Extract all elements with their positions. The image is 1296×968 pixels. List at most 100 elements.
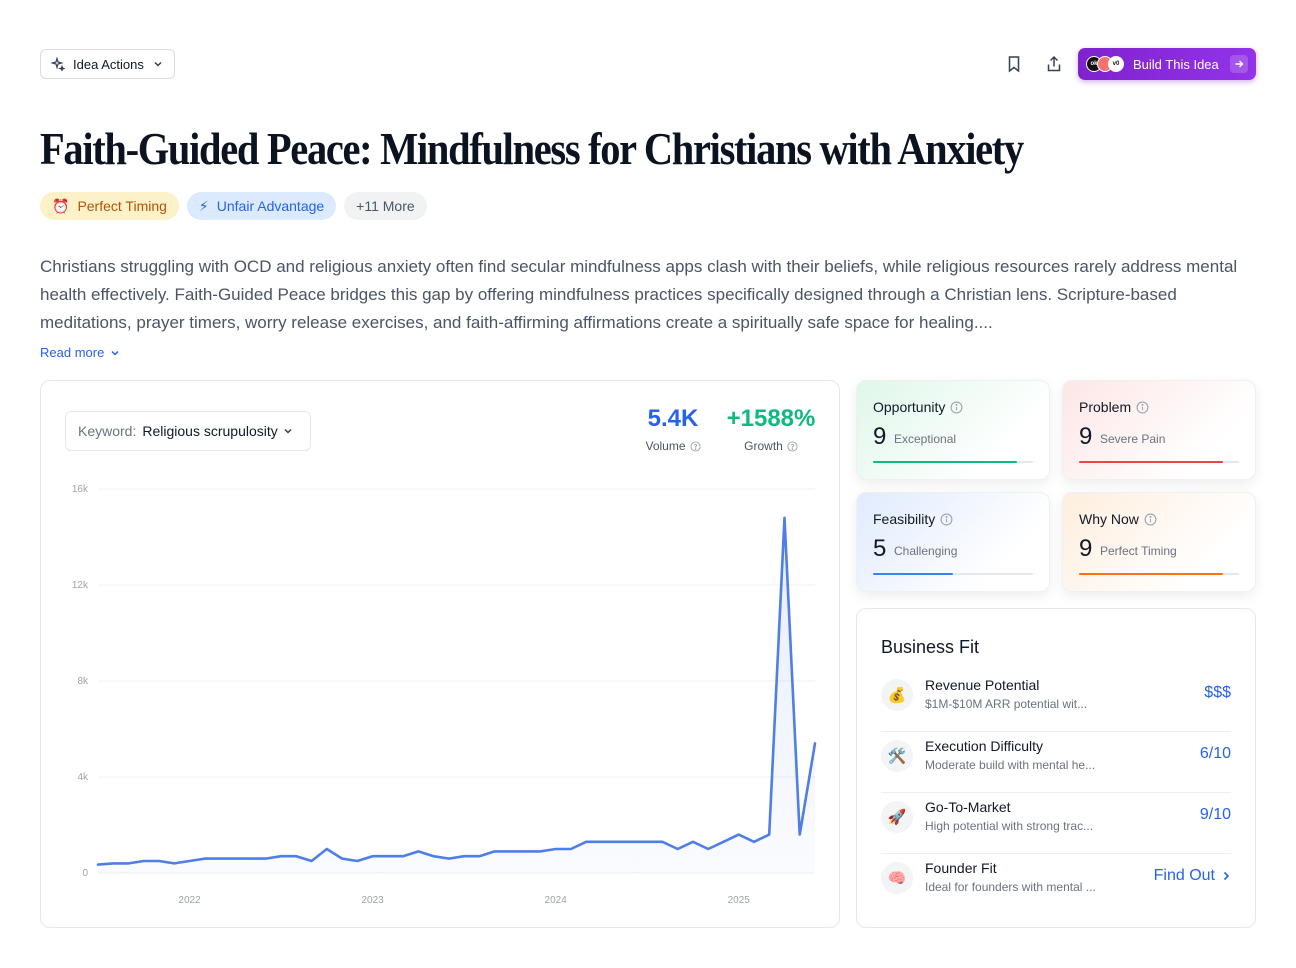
score-label: Problem: [1079, 399, 1132, 415]
score-description: Perfect Timing: [1100, 544, 1177, 558]
score-value: 9: [873, 423, 887, 450]
builder-avatars: ok v0: [1086, 56, 1124, 72]
sparkle-icon: [51, 57, 65, 71]
business-fit-row-gtm[interactable]: 🚀 Go-To-Market High potential with stron…: [881, 793, 1231, 854]
row-description: High potential with strong trac...: [925, 819, 1094, 833]
tag-label: Unfair Advantage: [216, 198, 325, 214]
y-tick-label: 0: [82, 868, 88, 879]
tag-more[interactable]: +11 More: [344, 192, 427, 220]
score-bar: [1079, 461, 1239, 463]
keyword-select[interactable]: Keyword: Religious scrupulosity: [65, 411, 311, 451]
build-label: Build This Idea: [1133, 56, 1219, 72]
row-value: $$$: [1204, 684, 1231, 701]
y-tick-label: 8k: [77, 676, 89, 687]
row-value: 9/10: [1199, 806, 1231, 823]
idea-actions-button[interactable]: Idea Actions: [40, 49, 175, 79]
row-name: Go-To-Market: [925, 799, 1011, 815]
row-name: Revenue Potential: [925, 677, 1040, 693]
score-card-why-now[interactable]: Why Now 9 Perfect Timing: [1062, 492, 1256, 592]
score-value: 9: [1079, 535, 1093, 562]
tag-perfect-timing[interactable]: ⏰ Perfect Timing: [40, 192, 179, 220]
score-value: 9: [1079, 423, 1093, 450]
score-description: Severe Pain: [1100, 432, 1166, 446]
alarm-clock-icon: ⏰: [52, 197, 70, 214]
score-bar: [1079, 573, 1239, 575]
score-header: Problem: [1079, 399, 1149, 415]
read-more-link[interactable]: Read more: [40, 345, 120, 360]
tools-icon: 🛠️: [881, 740, 913, 772]
share-icon[interactable]: [1044, 54, 1064, 74]
score-bar-fill: [1079, 461, 1223, 463]
row-value: 6/10: [1199, 745, 1231, 762]
chevron-right-icon: [1223, 871, 1230, 881]
score-card-opportunity[interactable]: Opportunity 9 Exceptional: [856, 380, 1050, 480]
business-fit-row-founder: 🧠 Founder Fit Ideal for founders with me…: [881, 854, 1231, 915]
arrow-right-icon: [1230, 55, 1248, 73]
chevron-down-icon: [111, 350, 119, 356]
help-icon[interactable]: [787, 440, 798, 452]
find-out-link[interactable]: Find Out: [1154, 867, 1231, 885]
score-description: Challenging: [894, 544, 958, 558]
trend-line: [96, 516, 817, 866]
volume-value: 5.4K: [647, 405, 699, 432]
y-tick-label: 12k: [72, 580, 89, 591]
money-bag-icon: 💰: [881, 679, 913, 711]
score-bar: [873, 461, 1033, 463]
build-this-idea-button[interactable]: ok v0 Build This Idea: [1078, 48, 1256, 80]
x-tick-label: 2022: [178, 895, 201, 906]
score-card-problem[interactable]: Problem 9 Severe Pain: [1062, 380, 1256, 480]
trend-chart-card: Keyword: Religious scrupulosity 5.4K Vol…: [40, 380, 840, 928]
top-bar: Idea Actions ok v0 Build This Idea: [40, 48, 1256, 80]
score-label: Opportunity: [873, 399, 946, 415]
score-label: Why Now: [1079, 511, 1139, 527]
chevron-down-icon: [154, 61, 162, 67]
x-tick-label: 2025: [728, 895, 751, 906]
keyword-value: Religious scrupulosity: [142, 423, 278, 439]
business-fit-row-execution[interactable]: 🛠️ Execution Difficulty Moderate build w…: [881, 732, 1231, 793]
business-fit-row-revenue[interactable]: 💰 Revenue Potential $1M-$10M ARR potenti…: [881, 671, 1231, 732]
score-value: 5: [873, 535, 887, 562]
score-header: Feasibility: [873, 511, 953, 527]
volume-label: Volume: [645, 439, 686, 453]
x-tick-label: 2023: [361, 895, 384, 906]
chevron-down-icon: [284, 428, 292, 434]
avatar: v0: [1108, 56, 1124, 72]
tag-label: Perfect Timing: [77, 198, 167, 214]
info-icon[interactable]: [950, 401, 963, 414]
y-tick-label: 4k: [77, 772, 89, 783]
x-tick-label: 2024: [545, 895, 568, 906]
score-card-feasibility[interactable]: Feasibility 5 Challenging: [856, 492, 1050, 592]
volume-label-row: Volume: [635, 439, 711, 453]
row-name: Execution Difficulty: [925, 738, 1044, 754]
score-header: Why Now: [1079, 511, 1157, 527]
row-description: Moderate build with mental he...: [925, 758, 1096, 772]
growth-label-row: Growth: [721, 439, 821, 453]
score-bar-fill: [873, 461, 1017, 463]
info-icon[interactable]: [940, 513, 953, 526]
volume-stat: 5.4K Volume: [635, 405, 711, 453]
row-name: Founder Fit: [925, 860, 997, 876]
bookmark-icon[interactable]: [1004, 54, 1024, 74]
info-icon[interactable]: [1144, 513, 1157, 526]
idea-description: Christians struggling with OCD and relig…: [40, 257, 1238, 332]
growth-stat: +1588% Growth: [721, 405, 821, 453]
trend-chart: 0 4k 8k 12k 16k 2022 2023 2024 2025: [72, 484, 817, 906]
info-icon[interactable]: [1136, 401, 1149, 414]
trend-area: [98, 517, 815, 873]
tag-unfair-advantage[interactable]: ⚡ Unfair Advantage: [186, 192, 337, 220]
score-bar: [873, 573, 1033, 575]
business-fit-title: Business Fit: [881, 637, 980, 657]
growth-label: Growth: [744, 439, 783, 453]
growth-value: +1588%: [726, 405, 816, 432]
tag-label: +11 More: [356, 198, 415, 214]
score-bar-fill: [873, 573, 953, 575]
help-icon[interactable]: [689, 440, 701, 452]
page-title: Faith-Guided Peace: Mindfulness for Chri…: [40, 123, 1024, 174]
idea-actions-label: Idea Actions: [73, 56, 144, 72]
tag-list: ⏰ Perfect Timing ⚡ Unfair Advantage +11 …: [40, 192, 427, 220]
rocket-icon: 🚀: [881, 801, 913, 833]
score-label: Feasibility: [873, 511, 936, 527]
y-tick-label: 16k: [72, 484, 89, 495]
score-bar-fill: [1079, 573, 1223, 575]
row-description: Ideal for founders with mental ...: [925, 880, 1096, 894]
